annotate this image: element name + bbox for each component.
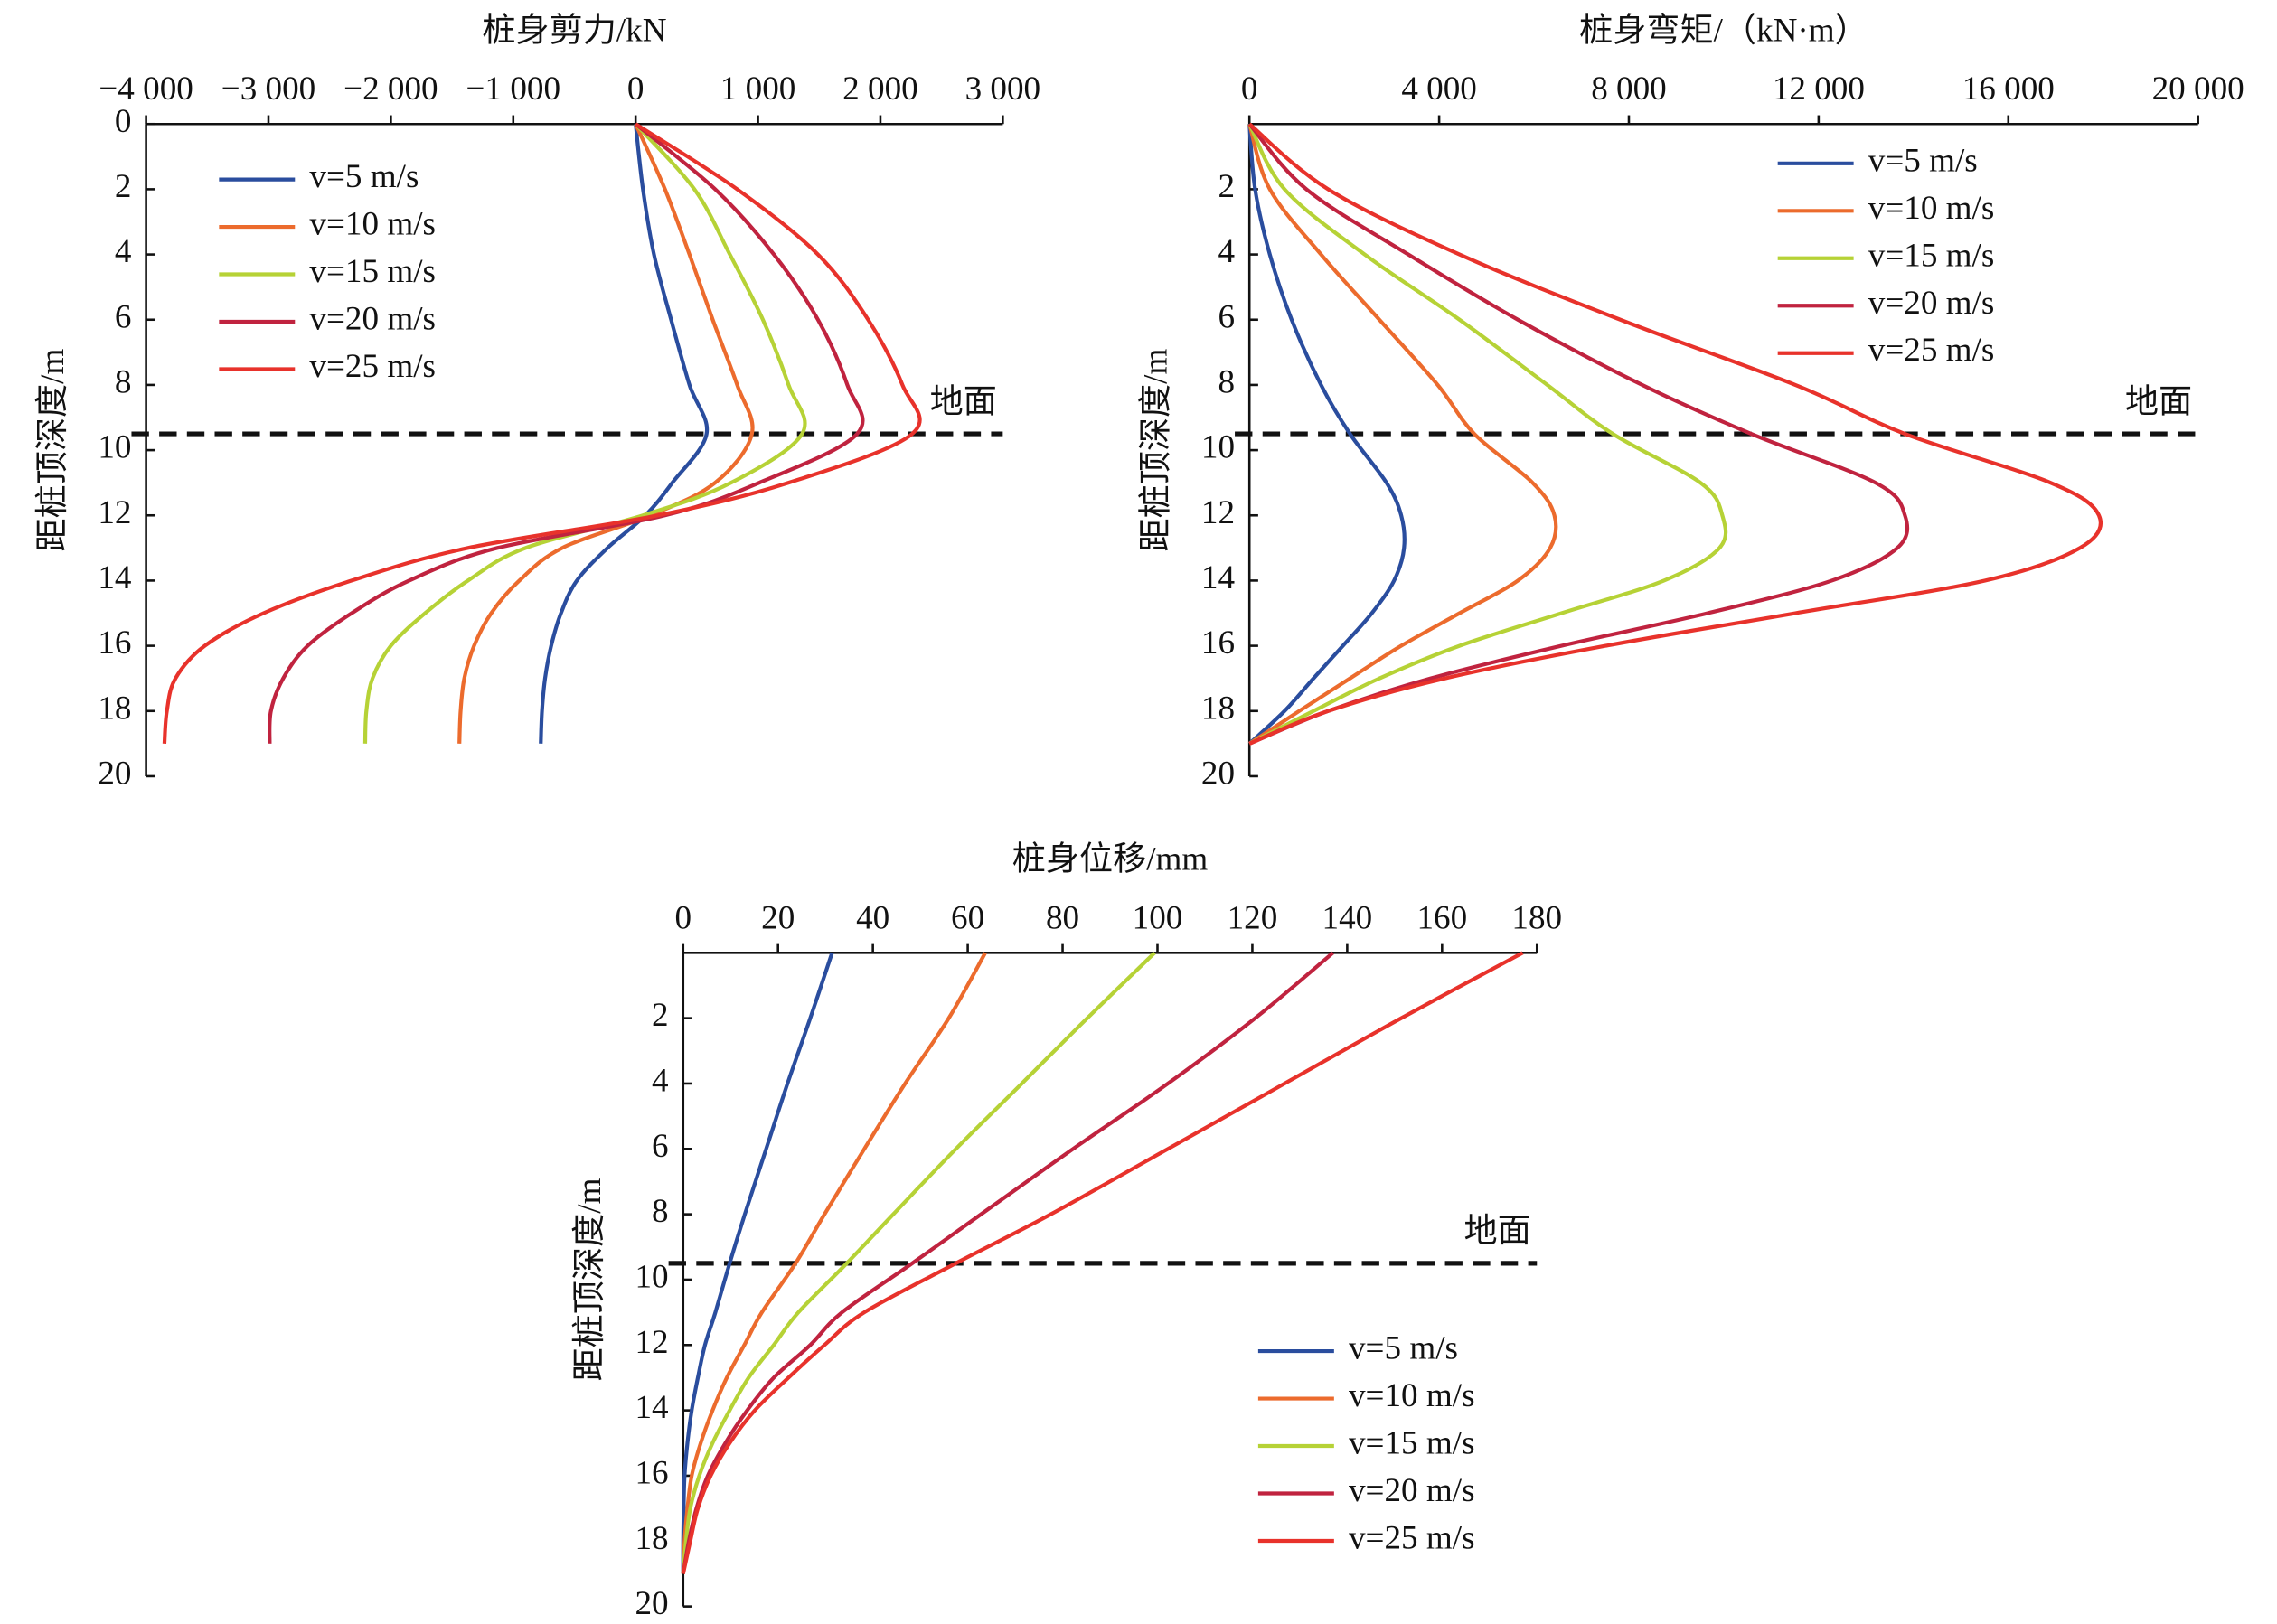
y-tick-label: 4 [1218,233,1235,270]
x-tick-label: 80 [1046,899,1079,936]
y-tick-label: 16 [98,624,131,662]
y-tick-label: 16 [635,1454,668,1491]
y-tick-label: 20 [98,755,131,792]
legend-label: v=10 m/s [1868,190,1995,227]
legend-label: v=15 m/s [1349,1425,1475,1462]
x-tick-label: 0 [1241,70,1258,108]
x-tick-label: 120 [1228,899,1278,936]
x-tick-label: 1 000 [720,70,796,108]
y-tick-label: 6 [652,1128,669,1165]
y-tick-label: 8 [652,1193,669,1230]
ground-label: 地面 [2125,383,2192,420]
y-tick-label: 12 [635,1324,668,1361]
chart-title: 桩身弯矩/（kN·m） [1579,12,1868,50]
y-axis-label: 距桩顶深度/m [1137,349,1175,552]
y-axis-label: 距桩顶深度/m [570,1178,608,1381]
subplot: 桩身剪力/kN 距桩顶深度/m −4 000 −3 000 −2 000 −1 000 0 1… [33,12,1040,793]
series-line [681,951,1156,1574]
series-line [681,952,987,1574]
y-tick-label: 8 [115,363,132,400]
y-tick-label: 0 [115,103,132,140]
subplot: 桩身弯矩/（kN·m） 距桩顶深度/m 0 4 000 8 000 12 000 16 00… [1137,12,2244,793]
y-tick-label: 20 [635,1585,668,1622]
legend-label: v=15 m/s [309,253,436,290]
y-tick-label: 4 [652,1062,669,1099]
x-tick-label: 0 [627,70,645,108]
y-tick-label: 18 [635,1520,668,1557]
legend-label: v=20 m/s [309,301,436,338]
x-tick-label: 100 [1133,899,1183,936]
x-tick-label: 8 000 [1591,70,1667,108]
x-tick-label: −3 000 [221,70,315,108]
series-line [681,951,1524,1574]
ground-label: 地面 [1464,1213,1531,1250]
y-tick-label: 6 [1218,298,1235,335]
x-tick-label: −4 000 [99,70,193,108]
x-tick-label: 60 [951,899,984,936]
x-tick-label: 140 [1322,899,1373,936]
y-tick-label: 8 [1218,363,1235,400]
y-tick-label: 20 [1201,755,1235,792]
y-tick-label: 18 [1201,690,1235,727]
series-line [1247,122,1910,746]
chart-title: 桩身剪力/kN [482,12,666,50]
x-tick-label: 4 000 [1401,70,1477,108]
series-line [681,951,1334,1574]
series-line [1247,124,1407,746]
ground-label: 地面 [930,383,997,420]
legend-label: v=5 m/s [1868,142,1978,179]
y-tick-label: 14 [98,559,131,596]
series-line [162,122,922,745]
x-tick-label: 20 [761,899,795,936]
y-tick-label: 2 [652,997,669,1034]
x-tick-label: −2 000 [343,70,438,108]
y-tick-label: 4 [115,233,132,270]
subplot: 桩身位移/mm 距桩顶深度/m 0 20 40 60 80 100 120 140 160 180 2 4… [570,840,1562,1622]
series-line [1247,122,2103,746]
legend-label: v=5 m/s [309,158,419,195]
x-tick-label: −1 000 [466,70,560,108]
series-line [1247,123,1558,746]
x-tick-label: 12 000 [1773,70,1865,108]
x-tick-label: 3 000 [965,70,1041,108]
legend-label: v=25 m/s [1868,332,1995,369]
series-line [362,122,807,744]
y-tick-label: 14 [1201,559,1235,596]
y-axis-label: 距桩顶深度/m [33,349,71,552]
series-line [539,124,710,744]
series-line [681,952,834,1574]
y-tick-label: 12 [1201,494,1235,531]
legend-label: v=25 m/s [1349,1519,1475,1556]
y-tick-label: 16 [1201,624,1235,662]
series-line [1247,123,1728,746]
x-tick-label: 0 [674,899,692,936]
y-tick-label: 10 [98,429,131,466]
legend-label: v=15 m/s [1868,237,1995,274]
y-tick-label: 18 [98,690,131,727]
chart-title: 桩身位移/mm [1012,840,1209,878]
x-tick-label: 40 [856,899,889,936]
legend-label: v=20 m/s [1349,1472,1475,1509]
y-tick-label: 14 [635,1389,668,1426]
x-tick-label: 20 000 [2152,70,2244,108]
legend-label: v=10 m/s [309,206,436,243]
x-tick-label: 160 [1416,899,1467,936]
y-tick-label: 10 [635,1258,668,1295]
x-tick-label: 16 000 [1962,70,2055,108]
legend-label: v=5 m/s [1349,1330,1458,1367]
y-tick-label: 6 [115,298,132,335]
x-tick-label: 180 [1511,899,1562,936]
legend-label: v=10 m/s [1349,1377,1475,1414]
y-tick-label: 10 [1201,429,1235,466]
y-tick-label: 2 [1218,168,1235,205]
legend-label: v=20 m/s [1868,285,1995,322]
x-tick-label: 2 000 [842,70,918,108]
y-tick-label: 12 [98,494,131,531]
legend-label: v=25 m/s [309,348,436,385]
y-tick-label: 2 [115,168,132,205]
